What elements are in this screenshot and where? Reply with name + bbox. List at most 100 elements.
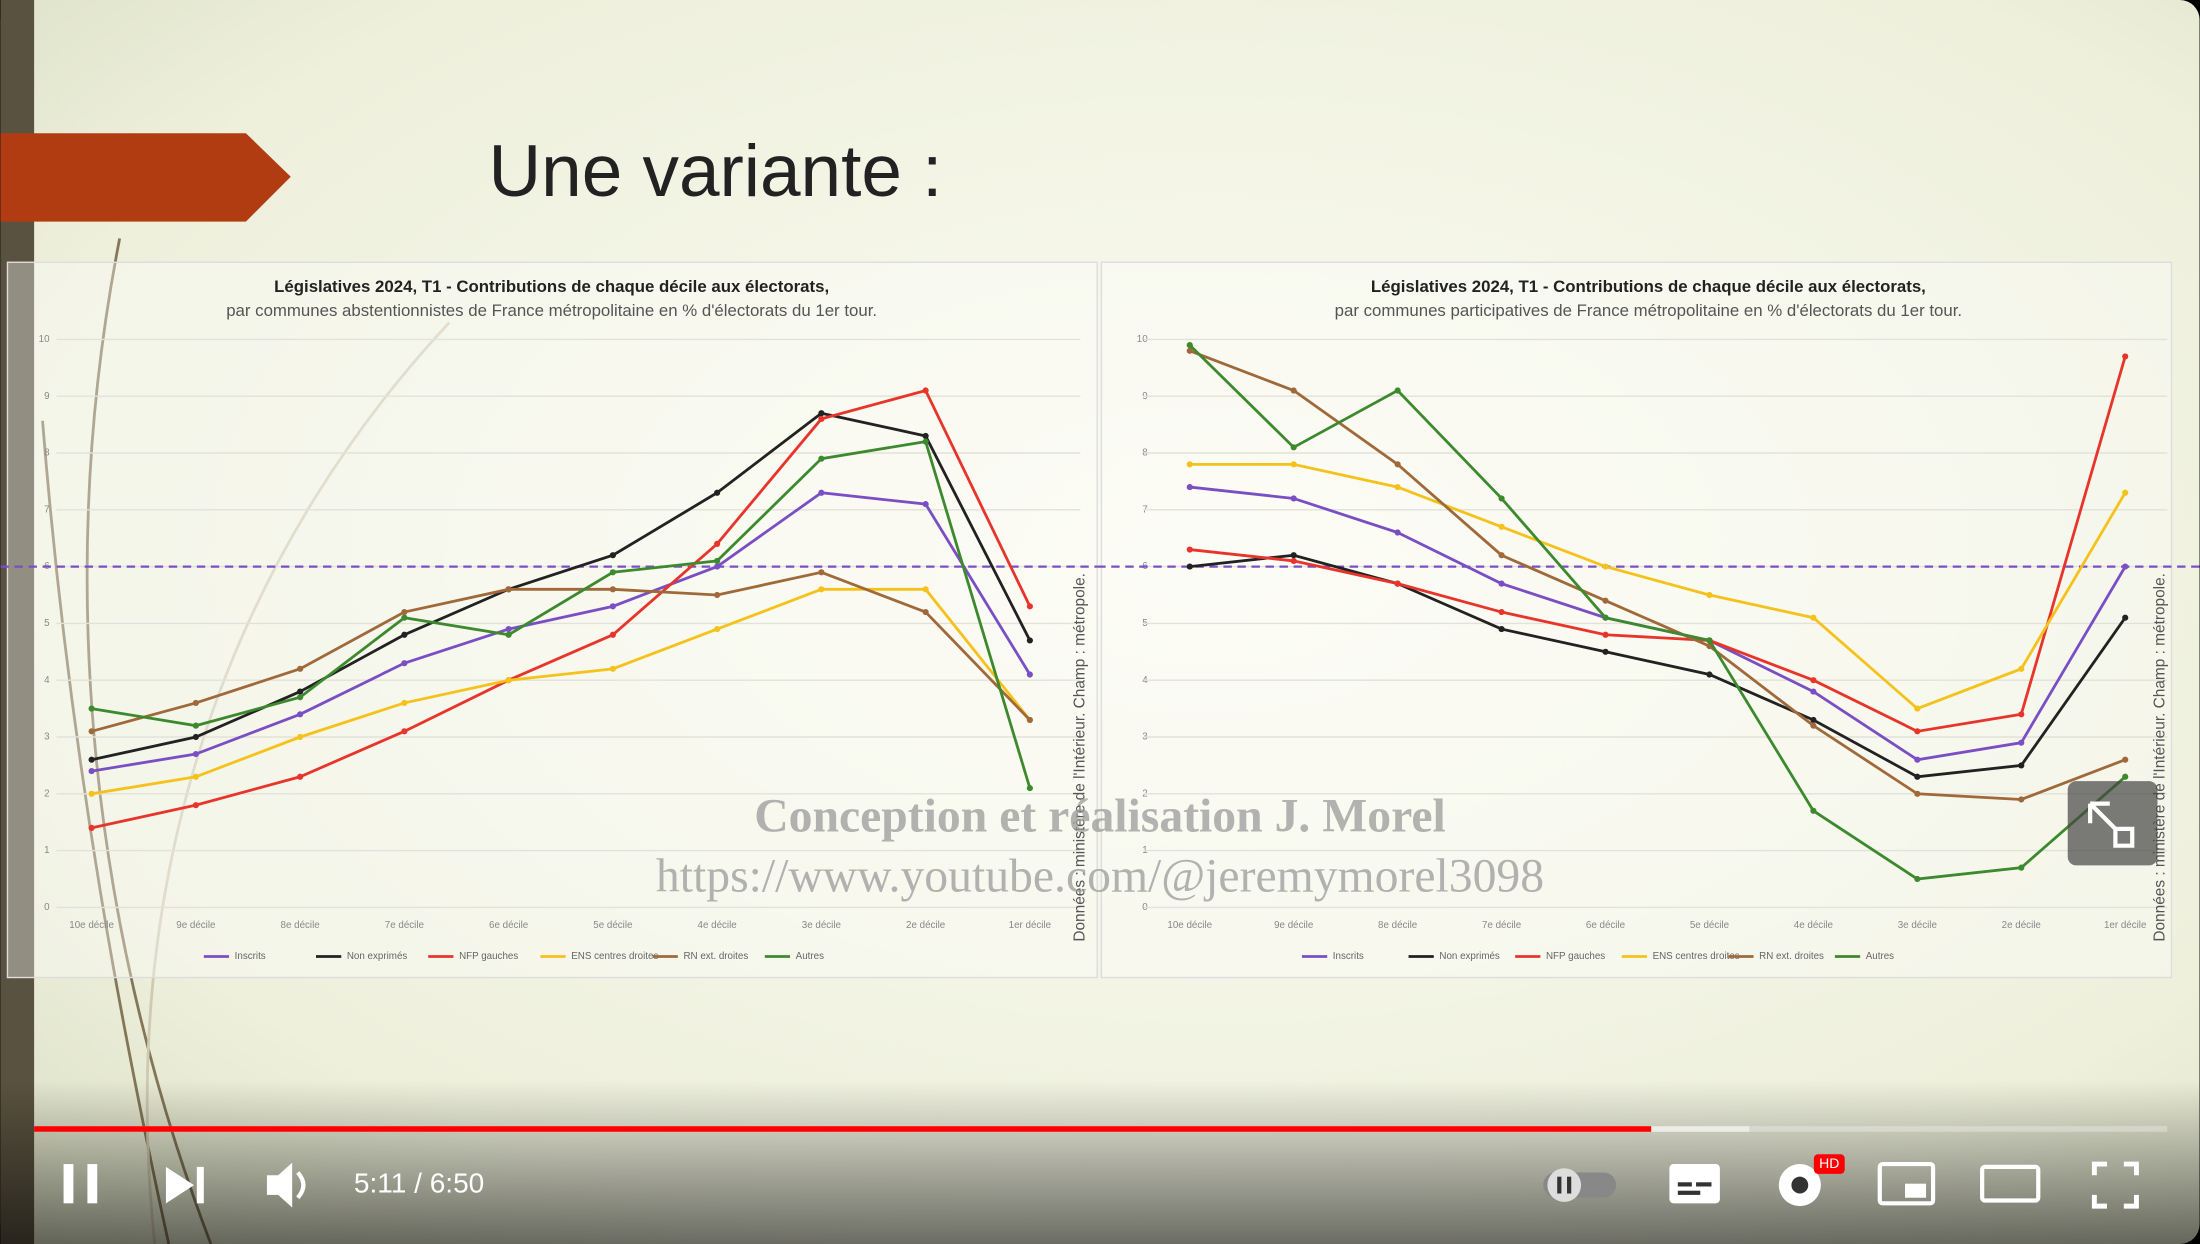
chart-subtitle: par communes participatives de France mé… (1335, 301, 1962, 320)
theater-button[interactable] (1980, 1164, 2041, 1203)
data-point (1186, 546, 1193, 553)
title-arrow (0, 133, 291, 222)
x-tick-label: 9e décile (1274, 920, 1314, 931)
data-point (1026, 671, 1033, 678)
data-point (88, 790, 95, 797)
data-point (1914, 875, 1921, 883)
x-tick-label: 3e décile (802, 920, 842, 931)
data-point (1498, 495, 1505, 502)
data-point (1290, 444, 1297, 451)
data-point (1498, 625, 1505, 633)
data-point (1810, 677, 1817, 684)
data-point (505, 625, 512, 633)
data-point (609, 631, 616, 638)
data-point (1498, 552, 1505, 559)
data-point (1498, 580, 1505, 587)
legend-label: RN ext. droites (683, 951, 748, 962)
legend-label: NFP gauches (459, 951, 518, 962)
y-tick-label: 2 (44, 788, 49, 799)
data-point (2122, 773, 2129, 780)
data-point (1498, 523, 1505, 530)
y-tick-label: 8 (44, 448, 50, 459)
x-tick-label: 2e décile (906, 920, 946, 931)
data-point (2018, 864, 2025, 871)
data-point (1706, 671, 1713, 678)
settings-button[interactable]: HD (1778, 1154, 1845, 1207)
data-point (192, 802, 199, 809)
legend-label: Inscrits (1333, 951, 1364, 962)
chart-title: Législatives 2024, T1 - Contributions de… (274, 277, 829, 296)
progress-played (34, 1126, 1652, 1132)
x-tick-label: 3e décile (1898, 920, 1938, 931)
data-point (922, 438, 929, 445)
data-point (1810, 688, 1817, 695)
data-point (297, 711, 304, 718)
legend-label: ENS centres droites (1653, 951, 1740, 962)
subtitles-button[interactable] (1669, 1164, 1720, 1204)
y-tick-label: 10 (1137, 334, 1148, 345)
x-tick-label: 4e décile (1794, 920, 1834, 931)
expand-icon (2088, 801, 2135, 848)
data-point (1706, 637, 1713, 644)
data-point (1186, 461, 1193, 468)
data-point (88, 824, 95, 831)
watermark-line: https://www.youtube.com/@jeremymorel3098 (656, 851, 1544, 903)
data-point (297, 665, 304, 672)
x-tick-label: 5e décile (1690, 920, 1730, 931)
x-tick-label: 5e décile (593, 920, 633, 931)
data-point (2018, 762, 2025, 769)
fullscreen-button[interactable] (2091, 1161, 2139, 1209)
autoplay-toggle[interactable] (1543, 1168, 1617, 1202)
data-point (1602, 614, 1609, 621)
x-tick-label: 9e décile (176, 920, 216, 931)
x-tick-label: 6e décile (1586, 920, 1626, 931)
data-point (88, 705, 95, 712)
slide-title: Une variante : (489, 131, 943, 212)
data-point (609, 665, 616, 672)
series-line (91, 388, 1032, 830)
data-point (714, 591, 721, 599)
data-point (505, 586, 512, 593)
data-point (818, 586, 825, 593)
volume-button[interactable] (266, 1162, 306, 1208)
series-line (91, 411, 1032, 762)
data-point (1914, 756, 1921, 763)
next-button[interactable] (165, 1166, 204, 1204)
data-point (2122, 756, 2129, 763)
x-tick-label: 7e décile (385, 920, 425, 931)
x-tick-label: 1er décile (1009, 920, 1052, 931)
data-point (1810, 614, 1817, 621)
data-point (1290, 387, 1297, 394)
y-tick-label: 7 (44, 504, 49, 515)
x-tick-label: 10e décile (69, 920, 114, 931)
x-tick-label: 8e décile (1378, 920, 1418, 931)
data-point (1914, 790, 1921, 797)
series-line (91, 440, 1032, 789)
data-point (818, 569, 825, 576)
data-point (1290, 461, 1297, 468)
data-point (1602, 648, 1609, 655)
data-point (88, 728, 95, 735)
data-point (2018, 711, 2025, 718)
x-tick-label: 1er décile (2104, 920, 2147, 931)
data-point (192, 699, 199, 707)
data-point (1498, 608, 1505, 616)
data-point (1026, 603, 1033, 610)
data-point (297, 688, 304, 695)
pause-button[interactable] (63, 1164, 98, 1204)
data-point (2018, 739, 2025, 746)
data-point (1914, 773, 1921, 780)
data-point (609, 603, 616, 610)
data-point (1602, 597, 1609, 604)
data-point (1290, 552, 1297, 559)
y-tick-label: 9 (44, 391, 49, 402)
data-point (297, 694, 304, 701)
chart-title: Législatives 2024, T1 - Contributions de… (1371, 277, 1926, 296)
legend-label: NFP gauches (1546, 951, 1605, 962)
data-point (1394, 387, 1401, 394)
miniplayer-button[interactable] (1877, 1161, 1936, 1206)
charts: Législatives 2024, T1 - Contributions de… (0, 277, 2200, 962)
data-point (192, 733, 199, 741)
data-point (714, 540, 721, 547)
